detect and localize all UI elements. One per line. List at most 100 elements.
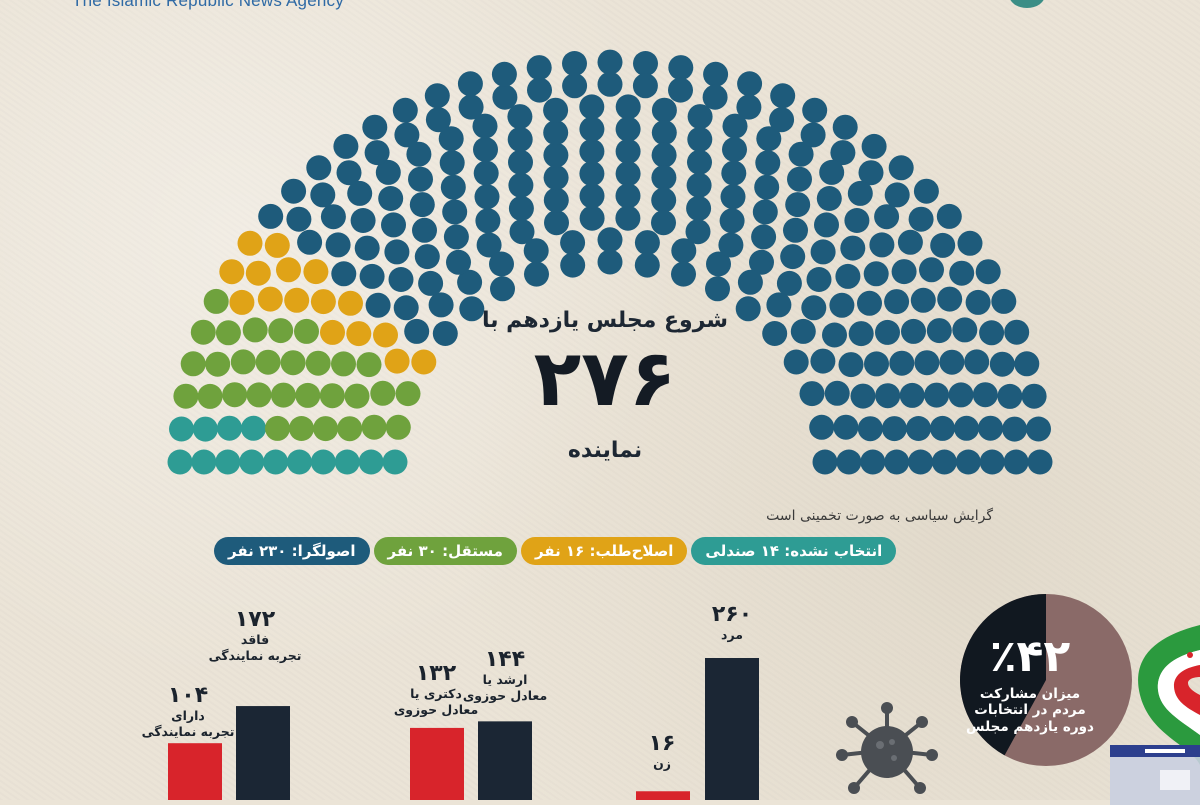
seat-dot xyxy=(409,192,435,218)
seat-dot xyxy=(769,107,795,133)
seat-dot xyxy=(863,261,889,287)
seat-dot xyxy=(457,71,483,97)
seat-dot xyxy=(955,449,981,475)
seat-dot xyxy=(810,348,836,374)
seat-dot xyxy=(908,206,934,232)
seat-dot xyxy=(780,244,806,270)
iran-flag-ribbon-icon xyxy=(1138,625,1200,765)
seat-dot xyxy=(749,249,774,275)
seat-dot xyxy=(325,232,351,258)
seat-dot xyxy=(597,227,623,253)
seat-dot xyxy=(722,137,747,162)
seat-dot xyxy=(875,319,900,345)
seat-dot xyxy=(393,295,419,321)
seat-dot xyxy=(810,239,836,265)
seat-dot xyxy=(668,77,693,103)
seat-dot xyxy=(829,292,855,318)
bar-experienced xyxy=(168,743,222,800)
seat-dot xyxy=(438,126,464,152)
seat-dot xyxy=(173,383,199,409)
seat-dot xyxy=(297,229,323,255)
legend-reformists: اصلاح‌طلب: ۱۶ نفر xyxy=(520,537,688,565)
seat-dot xyxy=(686,172,712,198)
seat-dot xyxy=(830,140,856,166)
seat-dot xyxy=(474,184,500,210)
seat-dot xyxy=(265,415,290,441)
seat-dot xyxy=(926,318,952,344)
seat-dot xyxy=(246,382,272,408)
seat-dot xyxy=(671,261,696,287)
seat-dot xyxy=(957,230,983,256)
seat-dot xyxy=(281,178,307,204)
seat-dot xyxy=(365,292,391,318)
seat-dot xyxy=(509,219,535,245)
participation-caption-2: مردم در انتخابات xyxy=(974,702,1086,719)
seat-dot xyxy=(442,199,468,225)
seat-dot xyxy=(384,348,410,374)
seat-dot xyxy=(392,97,418,123)
seat-dot xyxy=(404,318,430,344)
seat-dot xyxy=(331,351,356,377)
seat-dot xyxy=(443,224,469,250)
seat-dot xyxy=(737,71,763,97)
legend-principlists: اصولگرا: ۲۳۰ نفر xyxy=(214,537,370,565)
seat-dot xyxy=(801,295,827,321)
seat-dot xyxy=(440,174,466,200)
seat-dot xyxy=(884,449,910,475)
bar-inexperienced xyxy=(236,706,290,800)
experienced-value: ۱۰۴ xyxy=(167,683,209,708)
seat-dot xyxy=(703,61,729,87)
seat-dot xyxy=(284,287,310,313)
seat-dot xyxy=(634,252,660,278)
seat-dot xyxy=(897,229,923,255)
seat-dot xyxy=(939,349,965,375)
seat-dot xyxy=(832,114,858,140)
legend-unelected: انتخاب نشده: ۱۴ صندلی xyxy=(691,537,897,565)
representatives-label: نماینده xyxy=(567,438,643,463)
seat-dot xyxy=(264,232,290,258)
seat-dot xyxy=(197,383,223,409)
seat-dot xyxy=(579,116,605,142)
seat-dot xyxy=(190,319,216,345)
seat-dot xyxy=(579,94,605,120)
seat-dot xyxy=(809,414,835,440)
seat-dot xyxy=(457,269,483,295)
seat-dot xyxy=(722,113,748,139)
seat-dot xyxy=(931,449,957,475)
pie-participation-slice xyxy=(960,594,1046,756)
participation-caption: میزان مشارکت مردم در انتخابات دوره یازده… xyxy=(965,686,1095,735)
seat-dot xyxy=(446,249,471,275)
seat-dot xyxy=(354,235,380,261)
men-label: ۲۶۰ مرد xyxy=(682,602,782,643)
seat-dot xyxy=(295,382,321,408)
seat-dot xyxy=(906,416,931,441)
experienced-caption-1: دارای xyxy=(171,708,205,724)
men-value: ۲۶۰ xyxy=(711,602,753,627)
seat-dot xyxy=(668,55,694,81)
seat-dot xyxy=(721,160,747,186)
seat-dot xyxy=(719,208,745,234)
seat-dot xyxy=(347,180,373,206)
inexperienced-label: ۱۷۲ فاقد تجربه نمایندگی xyxy=(205,607,305,663)
seat-dot xyxy=(579,138,605,164)
seat-dot xyxy=(979,320,1005,346)
masters-caption-1: ارشد یا xyxy=(482,672,528,688)
seat-dot xyxy=(634,230,660,256)
participation-caption-1: میزان مشارکت xyxy=(979,686,1081,702)
seat-dot xyxy=(615,205,641,231)
seat-dot xyxy=(203,288,229,314)
seat-dot xyxy=(615,138,641,164)
seat-dot xyxy=(331,261,357,287)
seat-dot xyxy=(884,289,910,315)
seat-dot xyxy=(364,140,390,166)
women-caption: زن xyxy=(653,756,671,772)
seat-dot xyxy=(382,449,408,475)
seat-dot xyxy=(344,383,370,409)
seat-dot xyxy=(255,349,281,375)
seat-dot xyxy=(230,349,256,375)
seat-dot xyxy=(508,149,533,175)
seat-dot xyxy=(305,350,331,376)
seat-dot xyxy=(857,416,883,442)
seat-dot xyxy=(736,94,762,120)
bar-men xyxy=(705,658,759,800)
